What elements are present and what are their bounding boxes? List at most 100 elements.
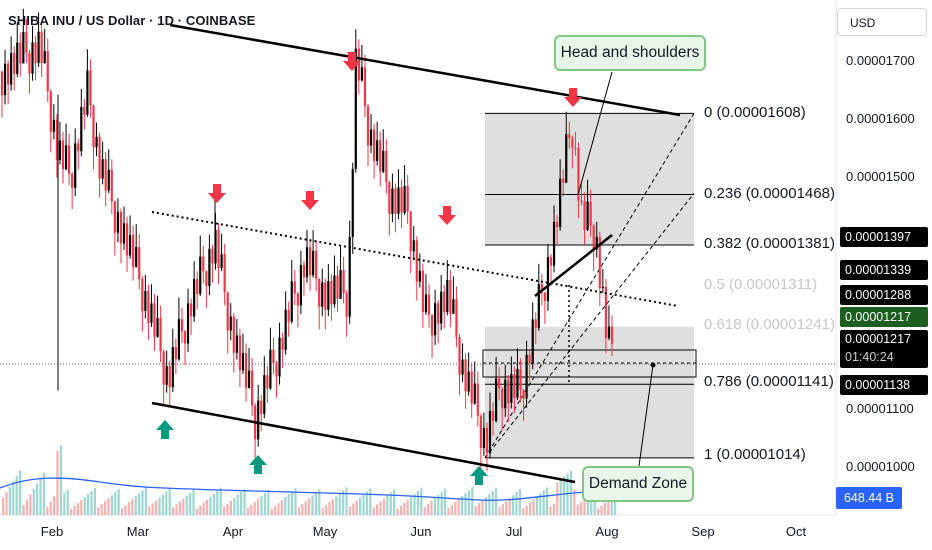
candle-body (379, 140, 382, 172)
candle-body (504, 379, 507, 409)
volume-bar (5, 492, 8, 515)
volume-bar (216, 490, 219, 515)
candle-body (244, 353, 248, 388)
candle-body (196, 279, 199, 294)
volume-bar (583, 498, 586, 515)
candle-body (324, 282, 327, 310)
volume-bar (172, 507, 175, 515)
price-label-1339: 0.00001339 (840, 260, 928, 280)
candle-body (565, 134, 568, 183)
candle-body (162, 351, 165, 385)
candle-body (302, 265, 306, 278)
sell-signal-arrow (343, 52, 361, 71)
candle-body (485, 427, 489, 454)
volume-bar (396, 508, 399, 515)
fib-level-0: 0 (0.00001608) (704, 104, 806, 121)
volume-bar (573, 489, 576, 515)
candle-body (223, 254, 226, 293)
candle-body (318, 278, 321, 307)
volume-bar (100, 504, 103, 515)
candle-body (43, 51, 46, 64)
candle-body (577, 148, 580, 201)
candle-body (464, 359, 467, 392)
candle-body (360, 67, 363, 81)
volume-bar (359, 497, 362, 515)
volume-bar (454, 501, 457, 515)
volume-bar (491, 491, 494, 515)
candle-body (455, 299, 458, 338)
volume-bar (131, 499, 134, 515)
volume-bar (488, 494, 491, 515)
volume-bar (148, 506, 151, 515)
candle-body (549, 257, 553, 266)
volume-bar (498, 507, 501, 515)
candle-body (348, 236, 351, 317)
candle-body (434, 303, 437, 336)
candle-body (287, 309, 290, 322)
candle-body (156, 317, 159, 337)
volume-bar (284, 497, 287, 515)
candle-body (22, 32, 25, 64)
candle-body (488, 410, 492, 454)
volume-bar (199, 505, 202, 515)
volume-bar (542, 490, 545, 515)
volume-bar (508, 498, 511, 515)
candle-body (13, 53, 16, 74)
candle-body (406, 186, 409, 212)
volume-bar (97, 507, 100, 515)
candle-body (3, 63, 7, 96)
candle-body (74, 143, 77, 188)
candle-body (409, 211, 412, 252)
volume-bar (236, 494, 239, 515)
candle-body (534, 319, 537, 328)
candle-body (452, 299, 455, 314)
candle-body (269, 349, 272, 389)
fib-level-05: 0.5 (0.00001311) (704, 276, 818, 293)
volume-bar (229, 500, 232, 515)
candle-body (52, 119, 55, 132)
candle-body (107, 169, 110, 191)
candle-body (479, 415, 482, 448)
volume-bar (484, 497, 487, 515)
volume-bar (253, 501, 256, 515)
volume-bar (141, 490, 144, 515)
callout-pointer (638, 364, 654, 467)
candle-body (16, 42, 19, 74)
volume-bar (250, 504, 253, 515)
candle-body (345, 293, 348, 317)
candle-body (336, 275, 339, 299)
volume-bar (614, 493, 617, 515)
volume-bar (607, 499, 610, 515)
buy-signal-arrow (470, 466, 488, 485)
candle-body (415, 240, 418, 282)
candle-body (122, 223, 126, 244)
candle-body (0, 71, 4, 96)
volume-bar (447, 507, 450, 515)
candle-body (229, 316, 232, 331)
price-label-1397: 0.00001397 (840, 227, 928, 247)
candle-body (421, 270, 424, 313)
candle-body (153, 303, 156, 337)
volume-bar (83, 497, 86, 515)
volume-bar (134, 496, 137, 515)
volume-bar (328, 502, 331, 515)
candle-body (19, 42, 22, 64)
volume-bar (301, 504, 304, 515)
volume-bar (114, 492, 117, 515)
volume-bar (423, 506, 426, 515)
currency-selector[interactable]: USD (837, 8, 927, 36)
volume-bar (342, 490, 345, 515)
volume-bar (379, 501, 382, 515)
candle-body (424, 294, 428, 313)
candle-body (83, 106, 86, 115)
volume-bar (331, 499, 334, 515)
volume-bar (505, 501, 508, 515)
volume-bar (559, 479, 562, 515)
volume-bar (12, 481, 15, 515)
volume-bar (399, 505, 402, 515)
volume-bar (549, 506, 552, 515)
candle-body (263, 375, 266, 414)
volume-bar (291, 491, 294, 515)
volume-bar (90, 491, 93, 515)
